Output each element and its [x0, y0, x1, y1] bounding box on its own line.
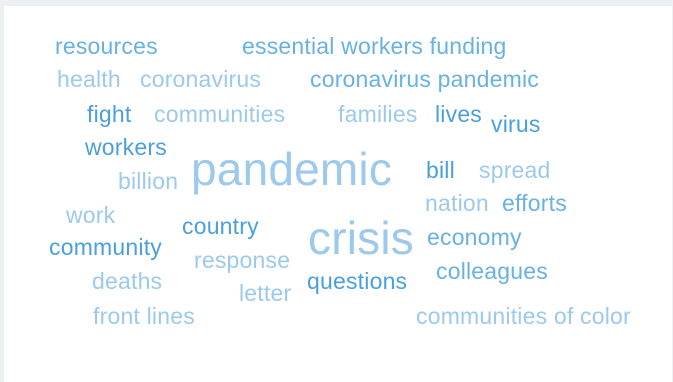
word-resources: resources: [55, 33, 158, 59]
word-colleagues: colleagues: [436, 258, 548, 284]
word-lives: lives: [435, 101, 483, 127]
word-questions: questions: [307, 268, 408, 294]
word-bill: bill: [426, 157, 455, 183]
word-cloud: resources essential workers funding heal…: [4, 6, 672, 382]
word-work: work: [66, 202, 116, 228]
word-coronavirus: coronavirus: [140, 66, 262, 92]
word-letter: letter: [239, 280, 292, 306]
word-deaths: deaths: [92, 268, 163, 294]
word-spread: spread: [479, 157, 551, 183]
word-crisis: crisis: [308, 212, 414, 264]
word-front-lines: front lines: [93, 303, 195, 329]
word-billion: billion: [118, 168, 179, 194]
word-nation: nation: [425, 190, 489, 216]
word-essential-workers-funding: essential workers funding: [242, 33, 507, 59]
word-economy: economy: [427, 224, 522, 250]
word-response: response: [194, 247, 291, 273]
word-communities-of-color: communities of color: [416, 303, 631, 329]
word-coronavirus-pandemic: coronavirus pandemic: [310, 66, 540, 92]
word-communities: communities: [154, 101, 286, 127]
word-health: health: [57, 66, 121, 92]
word-efforts: efforts: [502, 190, 567, 216]
word-community: community: [49, 234, 162, 260]
word-families: families: [338, 101, 418, 127]
word-fight: fight: [87, 101, 132, 127]
word-workers: workers: [85, 134, 167, 160]
word-pandemic: pandemic: [191, 143, 393, 195]
word-virus: virus: [491, 111, 541, 137]
word-country: country: [182, 213, 259, 239]
